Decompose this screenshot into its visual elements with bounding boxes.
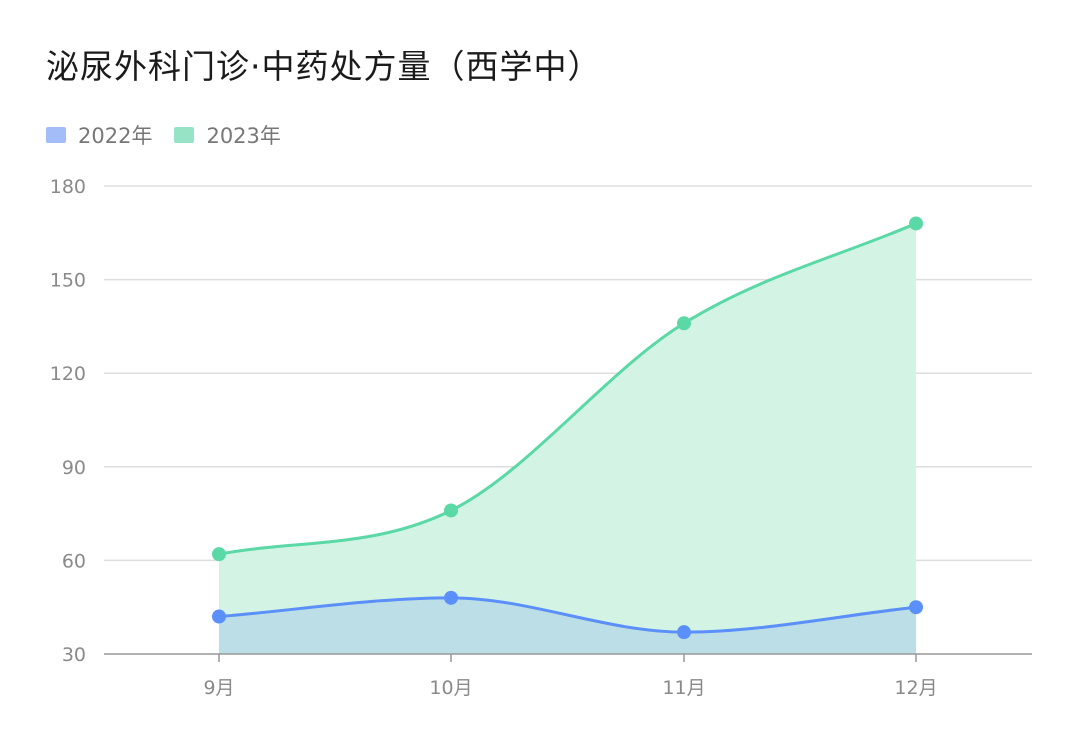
x-tick-label-3: 11月 — [662, 677, 705, 699]
point-2022-3 — [677, 625, 691, 640]
legend-swatch-2022 — [46, 127, 66, 143]
point-2022-2 — [444, 590, 458, 605]
y-tick-label-180: 180 — [50, 176, 86, 198]
legend-item-2022[interactable]: 2022年 — [46, 120, 152, 150]
area-2022 — [219, 597, 916, 654]
x-tick-label-2: 10月 — [429, 677, 472, 699]
point-2022-1 — [212, 609, 226, 624]
legend-label-2022: 2022年 — [78, 124, 153, 148]
area-2023 — [219, 223, 916, 654]
legend-label-2023: 2023年 — [206, 124, 281, 148]
legend-swatch-2023 — [174, 127, 195, 143]
y-tick-label-90: 90 — [62, 457, 86, 479]
y-tick-label-30: 30 — [62, 644, 86, 666]
point-2023-4 — [909, 216, 923, 231]
point-2022-4 — [909, 600, 923, 615]
x-tick-label-1: 9月 — [203, 677, 234, 699]
x-tick-label-4: 12月 — [894, 677, 937, 699]
point-2023-1 — [212, 547, 226, 562]
line-2023 — [218, 222, 917, 556]
legend-item-2023[interactable]: 2023年 — [174, 120, 281, 150]
point-2023-3 — [677, 316, 691, 331]
chart-title: 泌尿外科门诊·中药处方量（西学中） — [46, 47, 602, 86]
y-tick-label-120: 120 — [50, 363, 86, 385]
y-tick-label-60: 60 — [62, 550, 86, 572]
line-2022 — [218, 596, 917, 634]
legend: 2022年 2023年 — [46, 120, 303, 150]
point-2023-2 — [444, 503, 458, 518]
y-tick-label-150: 150 — [50, 270, 86, 292]
